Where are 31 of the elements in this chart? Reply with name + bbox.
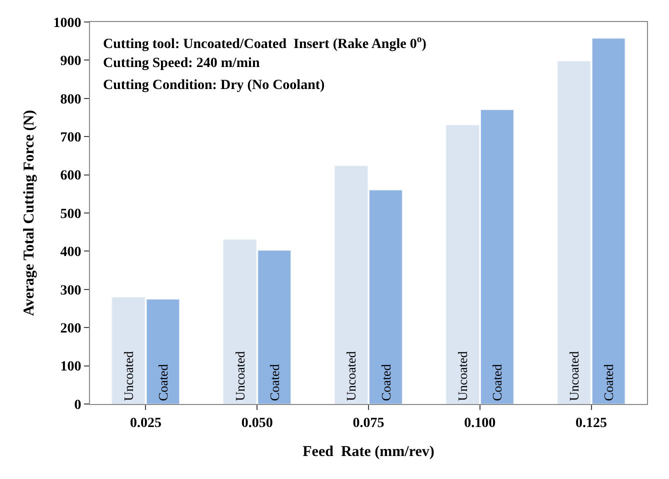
x-tick-label: 0.025: [130, 416, 162, 431]
y-tick-label: 200: [60, 322, 82, 336]
text: Coated: [266, 364, 282, 401]
text: Coated: [490, 364, 505, 401]
annotation: Cutting Condition: Dry (No Coolant): [103, 78, 326, 93]
text: Coated: [601, 364, 616, 401]
annotation: Cutting Speed: 240 m/min: [103, 56, 260, 71]
y-tick-label: 500: [60, 206, 82, 222]
series-label: Coated: [155, 364, 170, 401]
y-tick-label: 0: [74, 398, 82, 413]
series-label: Uncoated: [120, 350, 136, 401]
x-tick-label: 0.125: [576, 416, 608, 431]
y-tick-label: 400: [60, 245, 82, 260]
text: Uncoated: [344, 351, 359, 401]
y-tick-label: 800: [60, 92, 82, 108]
y-axis-title: Average Total Cutting Force (N): [21, 110, 38, 316]
y-tick-label: 600: [60, 168, 82, 184]
x-tick-label: 0.050: [241, 416, 273, 431]
text: Coated: [378, 364, 394, 401]
y-tick-label: 1000: [53, 16, 82, 31]
annotation: Cutting tool: Uncoated/Coated Insert (Rake Angle 0$^{o}$): [103, 34, 427, 52]
x-axis-title: Feed Rate (mm/rev): [302, 444, 434, 460]
y-tick-label: 900: [60, 54, 82, 70]
y-tick-label: 100: [60, 360, 82, 375]
y-tick-label: 700: [60, 130, 82, 146]
x-tick-label: 0.075: [352, 416, 384, 431]
y-tick-label: 300: [60, 283, 82, 298]
text: Uncoated: [232, 351, 248, 401]
x-tick-label: 0.100: [464, 416, 496, 431]
text: Uncoated: [455, 351, 470, 401]
text: Uncoated: [566, 351, 582, 401]
